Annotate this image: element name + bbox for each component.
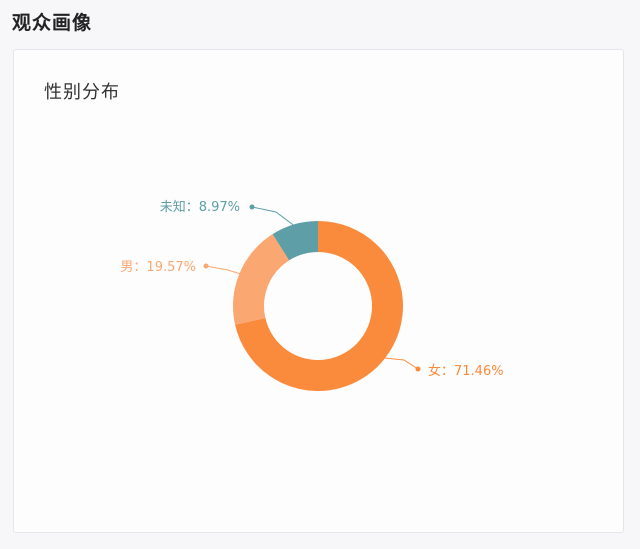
leader-line-unknown [251,206,296,227]
leader-line-male [205,265,242,275]
leader-dot-female [415,366,421,372]
leader-dot-unknown [249,204,255,210]
slice-female[interactable] [235,221,403,391]
leader-line-female [382,357,419,370]
section-title: 观众画像 [12,12,93,34]
slice-male[interactable] [233,234,290,325]
slice-labels: 女：71.46% 男：19.57% 未知：8.97% [120,199,503,379]
card-title: 性别分布 [44,82,120,103]
gender-distribution-card: 性别分布 [13,49,624,533]
slice-unknown[interactable] [272,221,318,261]
leader-dot-male [203,263,209,269]
slice-label-unknown: 未知：8.97% [160,199,240,215]
slice-label-male: 男：19.57% [120,260,196,275]
donut-slices [233,221,403,391]
slice-label-female: 女：71.46% [428,363,504,379]
leader-lines [203,204,421,372]
